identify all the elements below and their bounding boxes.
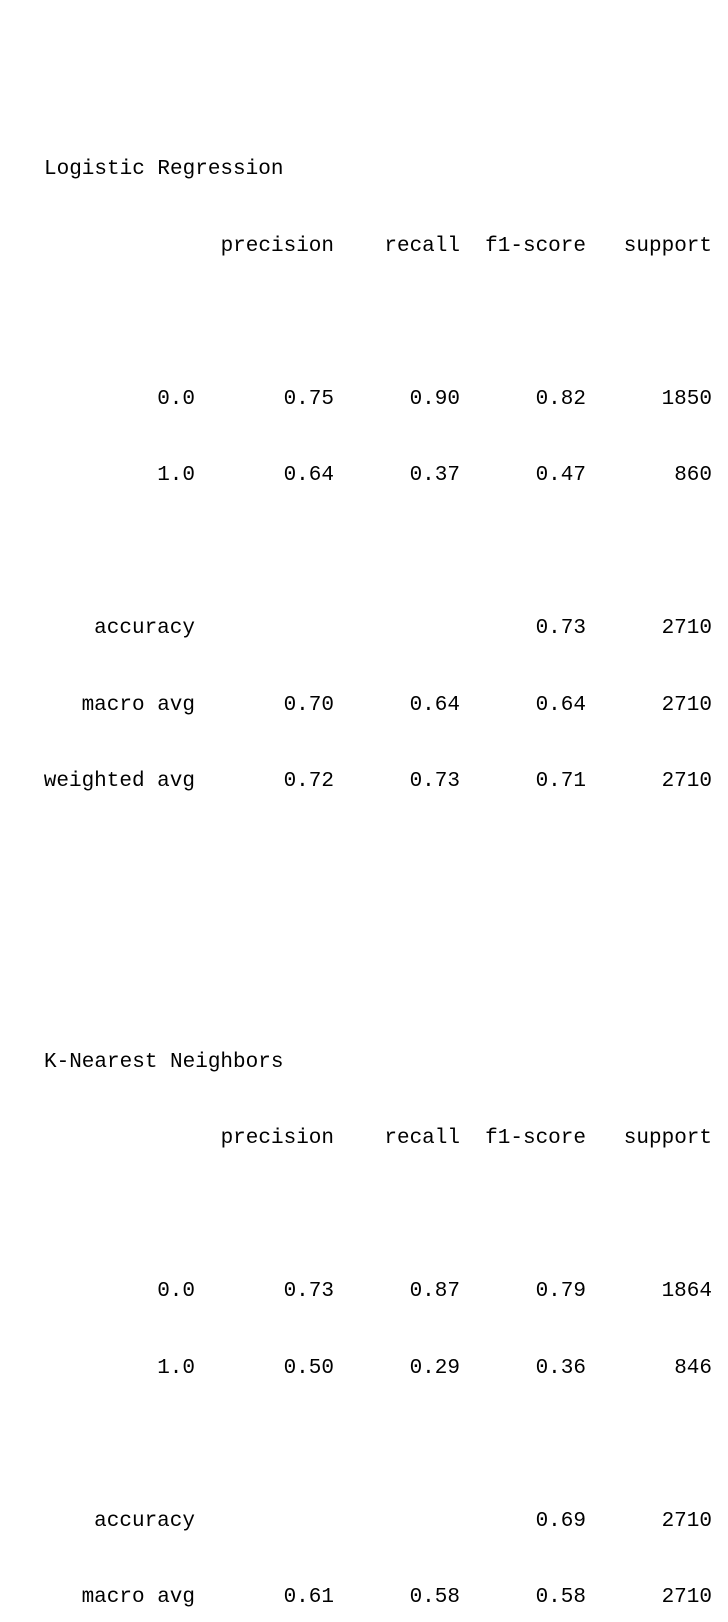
macro-avg-row: macro avg 0.61 0.58 0.58 2710	[44, 1585, 728, 1611]
support-value: 2710	[662, 616, 712, 642]
header-f1-score: f1-score	[485, 234, 586, 260]
f1-value: 0.47	[536, 463, 586, 489]
recall-value: 0.58	[410, 1585, 460, 1611]
class-row: 0.0 0.73 0.87 0.79 1864	[44, 1279, 728, 1305]
macro-avg-row: macro avg 0.70 0.64 0.64 2710	[44, 693, 728, 719]
report-k-nearest-neighbors: K-Nearest Neighbors precision recall f1-…	[44, 999, 728, 1622]
class-label: 1.0	[157, 463, 195, 489]
header-row: precision recall f1-score support	[44, 1126, 728, 1152]
recall-value: 0.87	[410, 1279, 460, 1305]
f1-value: 0.36	[536, 1356, 586, 1382]
support-value: 2710	[662, 1509, 712, 1535]
header-precision: precision	[221, 1126, 334, 1152]
precision-value: 0.75	[284, 387, 334, 413]
spacer	[44, 310, 728, 336]
recall-value: 0.73	[410, 769, 460, 795]
support-value: 1864	[662, 1279, 712, 1305]
precision-value: 0.72	[284, 769, 334, 795]
precision-value: 0.64	[284, 463, 334, 489]
accuracy-value: 0.73	[536, 616, 586, 642]
accuracy-label: accuracy	[94, 1509, 195, 1535]
f1-value: 0.82	[536, 387, 586, 413]
class-label: 1.0	[157, 1356, 195, 1382]
weighted-avg-row: weighted avg 0.72 0.73 0.71 2710	[44, 769, 728, 795]
precision-value: 0.73	[284, 1279, 334, 1305]
header-row: precision recall f1-score support	[44, 234, 728, 260]
support-value: 2710	[662, 693, 712, 719]
report-logistic-regression: Logistic Regression precision recall f1-…	[44, 106, 728, 846]
accuracy-label: accuracy	[94, 616, 195, 642]
precision-value: 0.50	[284, 1356, 334, 1382]
model-title: K-Nearest Neighbors	[44, 1050, 283, 1076]
class-row: 0.0 0.75 0.90 0.82 1850	[44, 387, 728, 413]
spacer	[44, 1432, 728, 1458]
f1-value: 0.64	[536, 693, 586, 719]
f1-value: 0.79	[536, 1279, 586, 1305]
model-title-row: Logistic Regression	[44, 157, 728, 183]
support-value: 846	[674, 1356, 712, 1382]
header-recall: recall	[384, 1126, 460, 1152]
spacer	[44, 540, 728, 566]
header-recall: recall	[384, 234, 460, 260]
spacer	[44, 1203, 728, 1229]
macro-avg-label: macro avg	[82, 693, 195, 719]
support-value: 2710	[662, 1585, 712, 1611]
model-title-row: K-Nearest Neighbors	[44, 1050, 728, 1076]
accuracy-value: 0.69	[536, 1509, 586, 1535]
classification-report-output: Logistic Regression precision recall f1-…	[44, 4, 728, 1622]
support-value: 2710	[662, 769, 712, 795]
recall-value: 0.90	[410, 387, 460, 413]
class-label: 0.0	[157, 387, 195, 413]
weighted-avg-label: weighted avg	[44, 769, 195, 795]
recall-value: 0.64	[410, 693, 460, 719]
accuracy-row: accuracy 0.73 2710	[44, 616, 728, 642]
precision-value: 0.70	[284, 693, 334, 719]
model-title: Logistic Regression	[44, 157, 283, 183]
f1-value: 0.58	[536, 1585, 586, 1611]
class-label: 0.0	[157, 1279, 195, 1305]
recall-value: 0.29	[410, 1356, 460, 1382]
class-row: 1.0 0.50 0.29 0.36 846	[44, 1356, 728, 1382]
header-precision: precision	[221, 234, 334, 260]
recall-value: 0.37	[410, 463, 460, 489]
class-row: 1.0 0.64 0.37 0.47 860	[44, 463, 728, 489]
support-value: 860	[674, 463, 712, 489]
f1-value: 0.71	[536, 769, 586, 795]
support-value: 1850	[662, 387, 712, 413]
header-support: support	[624, 1126, 712, 1152]
header-f1-score: f1-score	[485, 1126, 586, 1152]
macro-avg-label: macro avg	[82, 1585, 195, 1611]
precision-value: 0.61	[284, 1585, 334, 1611]
accuracy-row: accuracy 0.69 2710	[44, 1509, 728, 1535]
header-support: support	[624, 234, 712, 260]
